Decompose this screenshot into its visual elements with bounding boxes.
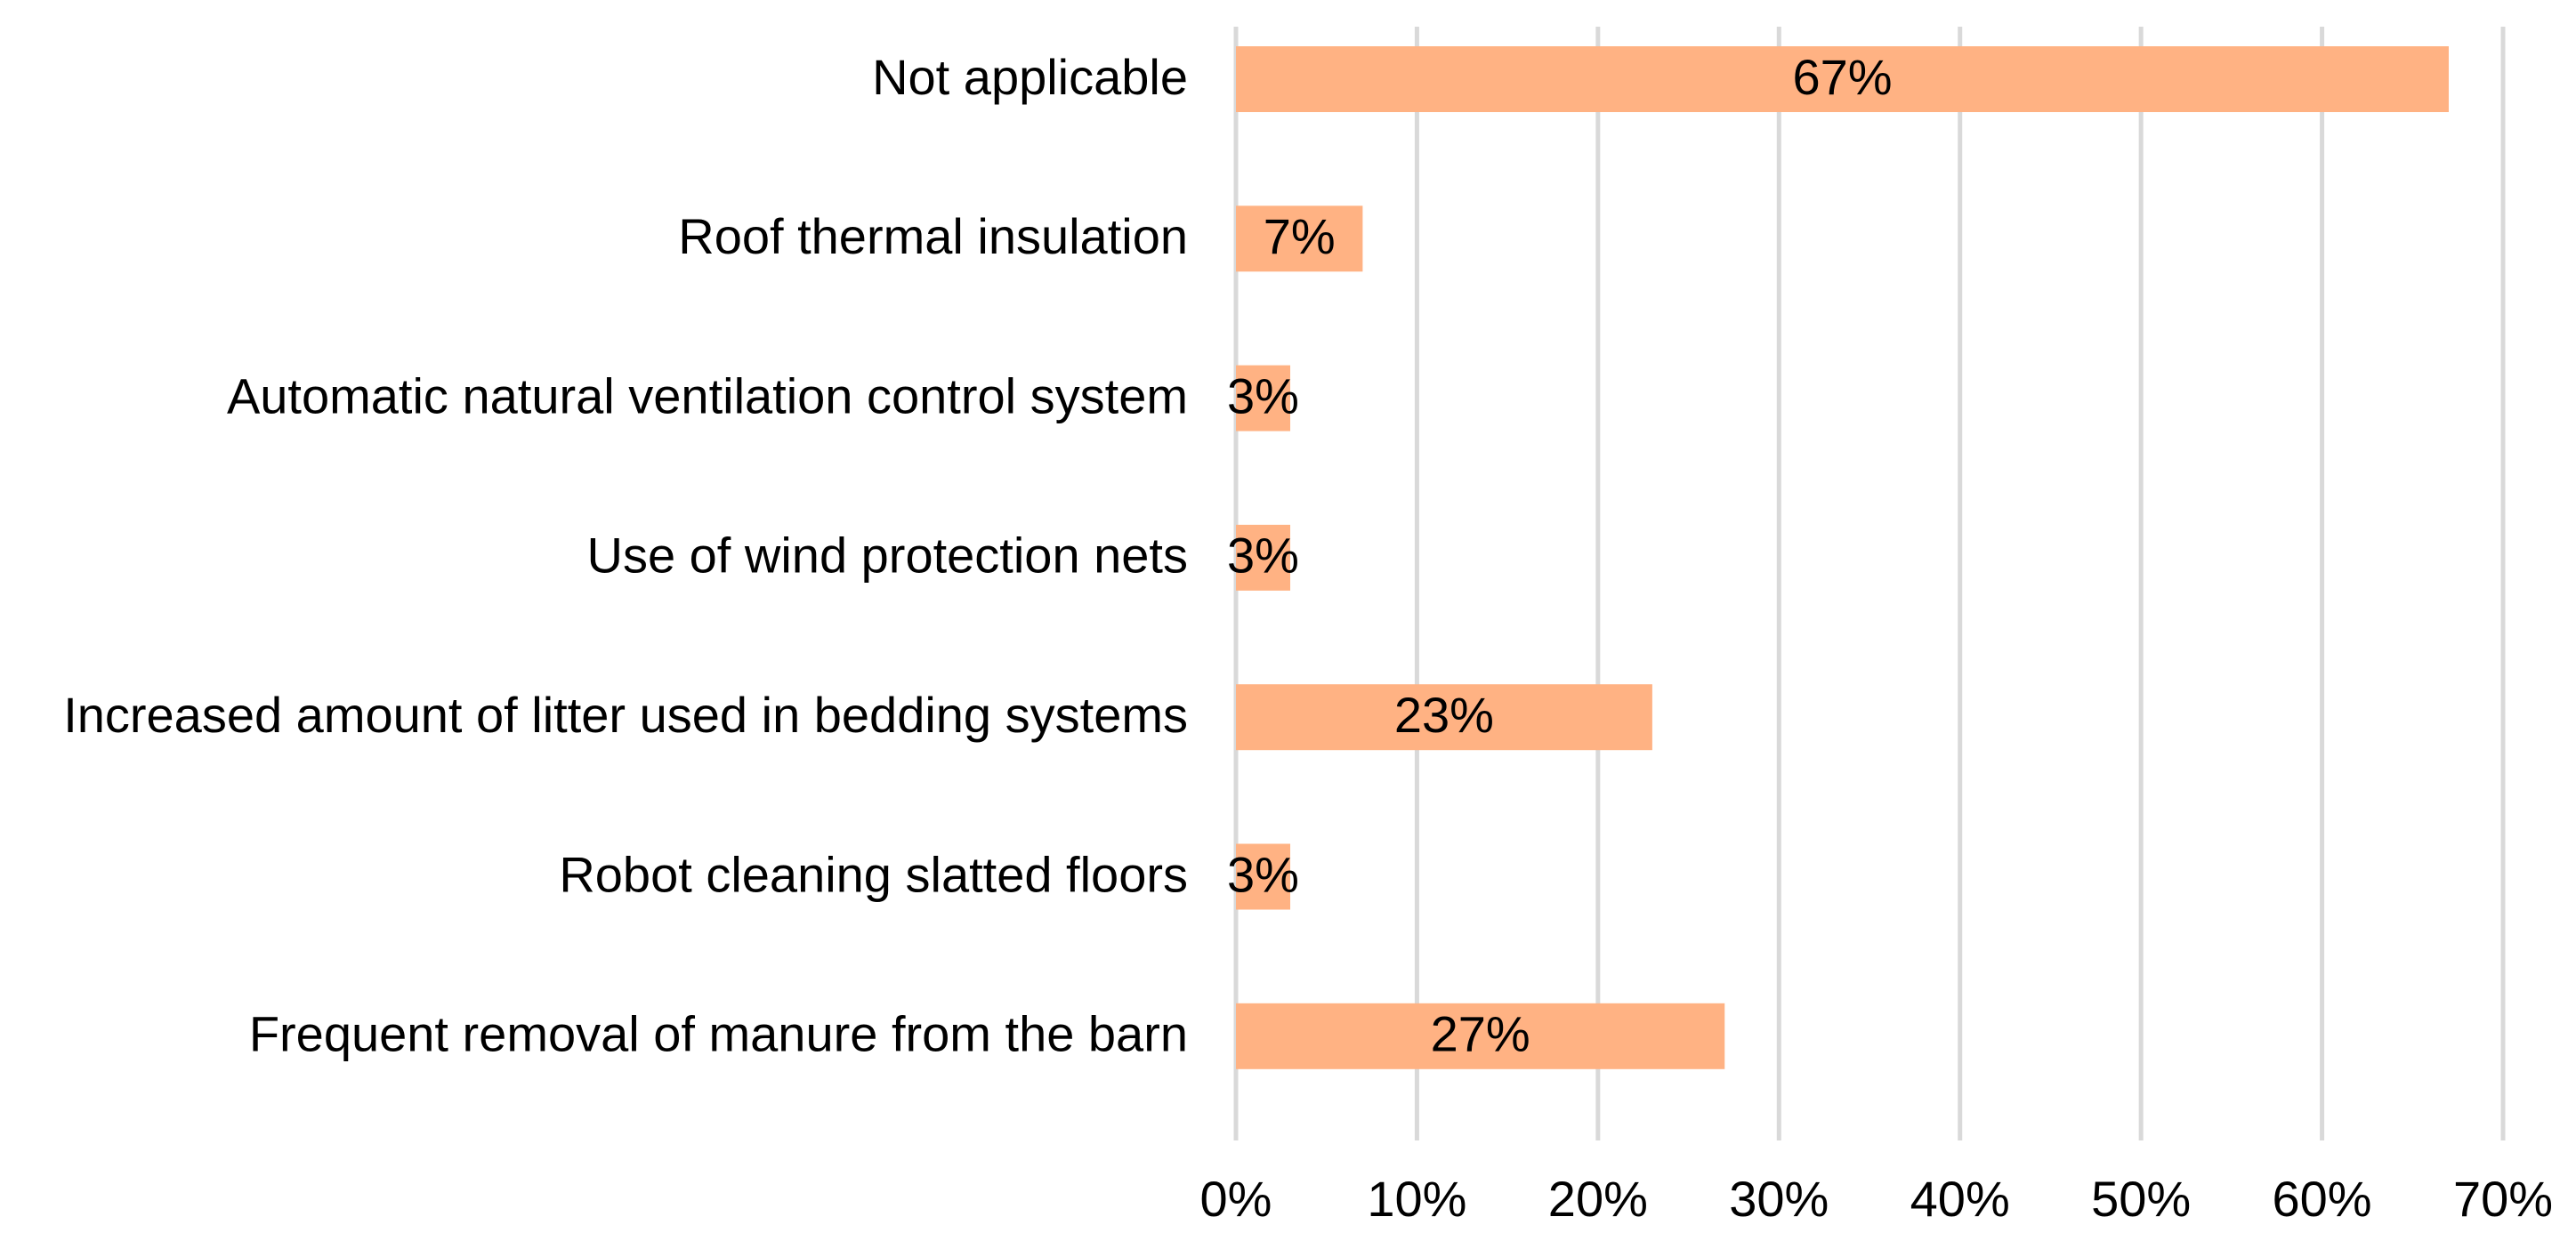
- x-tick-label: 60%: [2273, 1171, 2372, 1227]
- bar: [1236, 1003, 1725, 1069]
- bar: [1236, 205, 1363, 272]
- data-labels: 67% 7% 3% 3% 23% 3% 27%: [1227, 49, 1892, 1062]
- category-labels: Not applicable Roof thermal insulation Aut…: [63, 49, 1188, 1062]
- bar: [1236, 46, 2449, 112]
- bars: [1236, 46, 2449, 1069]
- data-label: 7%: [1264, 208, 1336, 264]
- category-label: Frequent removal of manure from the barn: [249, 1006, 1188, 1062]
- category-label: Not applicable: [872, 49, 1188, 105]
- data-label: 3%: [1227, 367, 1299, 423]
- x-tick-label: 10%: [1367, 1171, 1466, 1227]
- bar: [1236, 524, 1291, 591]
- x-tick-label: 0%: [1200, 1171, 1272, 1227]
- category-label: Increased amount of litter used in beddi…: [63, 687, 1188, 743]
- category-label: Use of wind protection nets: [587, 528, 1188, 584]
- category-label: Robot cleaning slatted floors: [559, 846, 1188, 902]
- x-tick-labels: 0% 10% 20% 30% 40% 50% 60% 70%: [1200, 1171, 2554, 1227]
- data-label: 27%: [1431, 1006, 1530, 1062]
- bar: [1236, 843, 1291, 910]
- data-label: 67%: [1792, 49, 1892, 105]
- x-tick-label: 70%: [2453, 1171, 2553, 1227]
- bar: [1236, 684, 1652, 751]
- x-tick-label: 20%: [1548, 1171, 1648, 1227]
- category-label: Roof thermal insulation: [678, 208, 1188, 264]
- gridlines: [1233, 27, 2506, 1140]
- data-label: 3%: [1227, 528, 1299, 584]
- x-tick-label: 50%: [2091, 1171, 2191, 1227]
- x-tick-label: 40%: [1910, 1171, 2010, 1227]
- data-label: 3%: [1227, 846, 1299, 902]
- x-tick-label: 30%: [1729, 1171, 1829, 1227]
- bar: [1236, 365, 1291, 431]
- data-label: 23%: [1394, 687, 1494, 743]
- category-label: Automatic natural ventilation control sy…: [227, 367, 1188, 423]
